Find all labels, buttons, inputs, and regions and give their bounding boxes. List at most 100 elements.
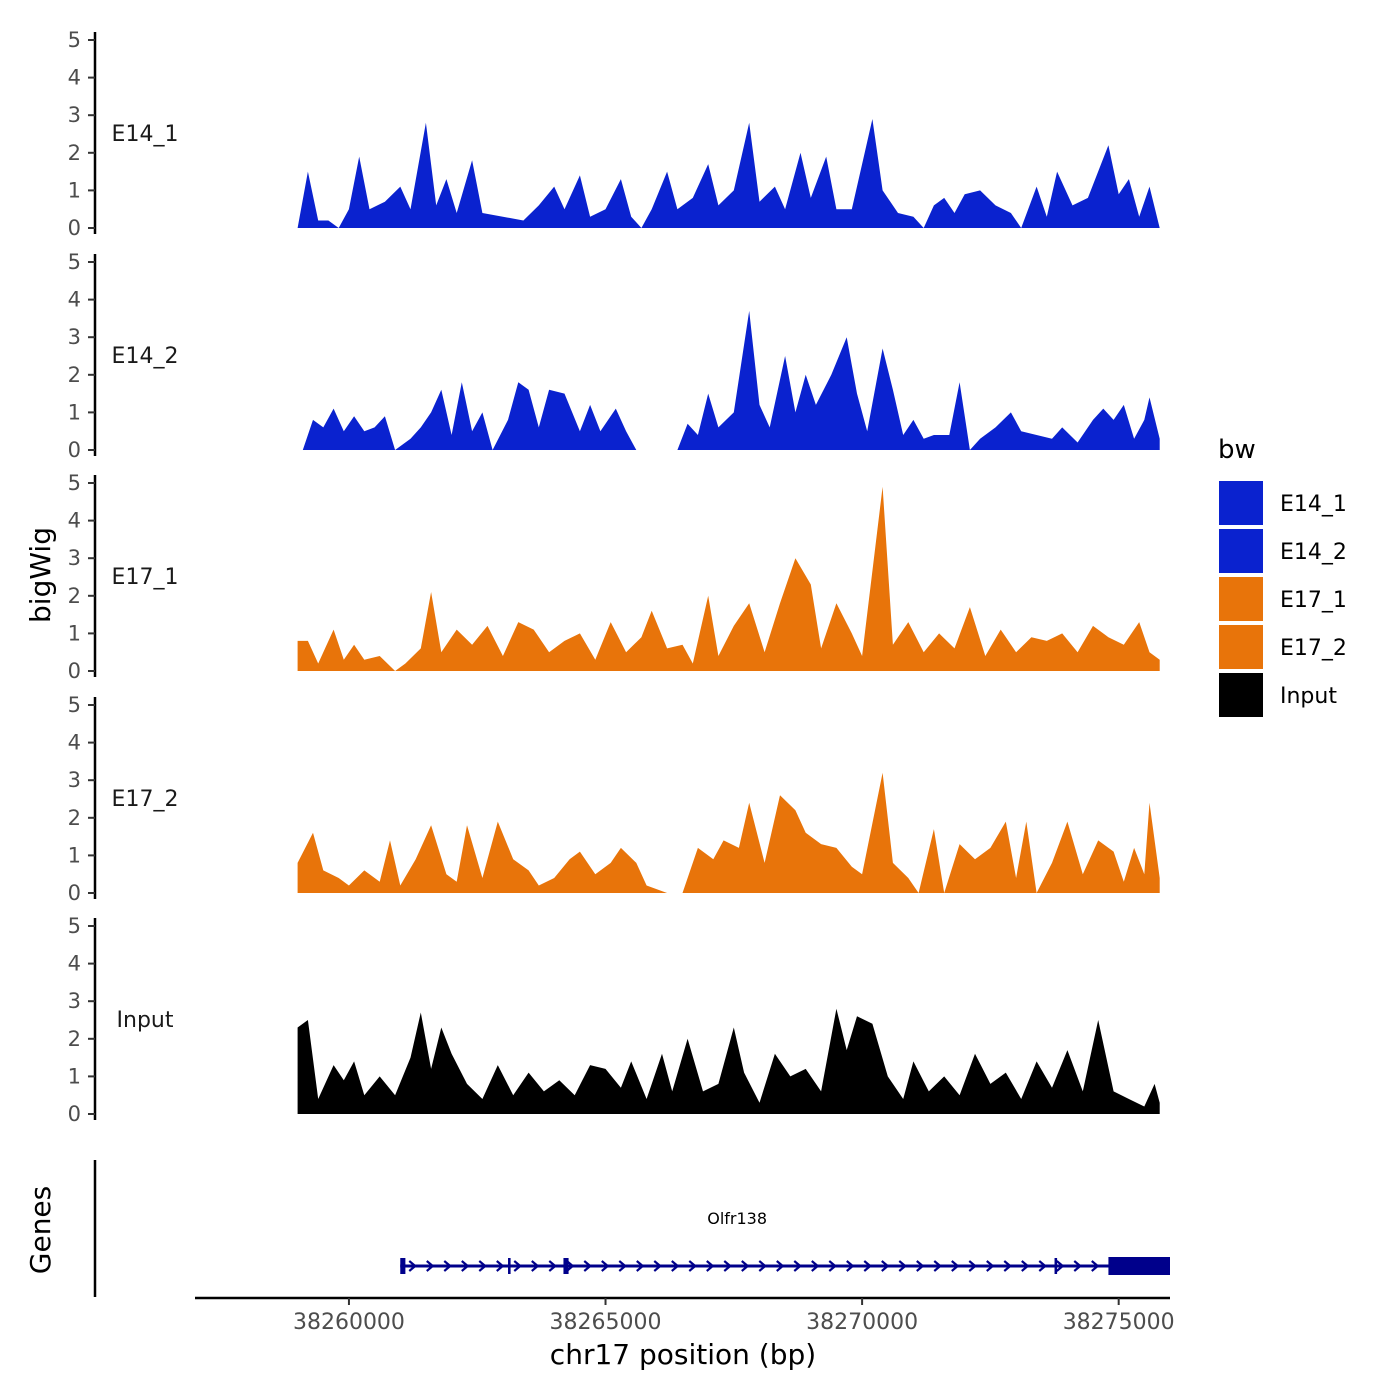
- track-label-E17_2: E17_2: [112, 787, 179, 812]
- gene-exon: [508, 1258, 511, 1274]
- y-tick-label: 5: [68, 28, 81, 52]
- area-E17_2: [297, 772, 1160, 893]
- signal-tracks: 0 1 2 3 4 5 E14_1 0 1 2 3 4 5 E14_2 0 1 2 3 4 5 E17_1 0 1 2 3 4 5 E…: [68, 28, 1160, 1126]
- strand-arrow: [881, 1260, 890, 1272]
- legend-item-Input: Input: [1217, 671, 1337, 719]
- strand-arrow: [1003, 1260, 1012, 1272]
- x-tick-label: 38260000: [293, 1310, 405, 1335]
- strand-arrow: [426, 1260, 435, 1272]
- strand-arrow: [793, 1260, 802, 1272]
- y-tick-label: 3: [68, 768, 81, 792]
- y-tick-label: 4: [68, 66, 81, 90]
- y-tick-label: 0: [68, 1102, 81, 1126]
- y-tick-label: 1: [68, 178, 81, 202]
- legend-label: Input: [1280, 684, 1337, 709]
- strand-arrow: [898, 1260, 907, 1272]
- legend-label: E17_2: [1280, 636, 1347, 661]
- y-tick-label: 3: [68, 103, 81, 127]
- genes-axis-title: Genes: [24, 1186, 57, 1274]
- genes-panel: Olfr138: [93, 1160, 1170, 1297]
- strand-arrow: [776, 1260, 785, 1272]
- track-label-E17_1: E17_1: [112, 565, 179, 590]
- track-E17_1: 0 1 2 3 4 5 E17_1: [68, 471, 1160, 683]
- x-tick-label: 38275000: [1063, 1310, 1175, 1335]
- y-tick-label: 2: [68, 141, 81, 165]
- track-label-E14_1: E14_1: [112, 122, 179, 147]
- y-tick-label: 0: [68, 881, 81, 905]
- strand-arrow: [951, 1260, 960, 1272]
- area-E14_1: [297, 119, 1160, 228]
- strand-arrow: [933, 1260, 942, 1272]
- legend-swatch: [1217, 527, 1265, 575]
- gene-name-label: Olfr138: [707, 1209, 767, 1228]
- legend-item-E17_1: E17_1: [1217, 575, 1347, 623]
- strand-arrow: [828, 1260, 837, 1272]
- x-axis-title: chr17 position (bp): [550, 1338, 816, 1371]
- strand-arrow: [531, 1260, 540, 1272]
- legend-item-E14_1: E14_1: [1217, 479, 1347, 527]
- legend-item-E17_2: E17_2: [1217, 623, 1347, 671]
- strand-arrow: [723, 1260, 732, 1272]
- area-E17_1: [297, 486, 1160, 671]
- strand-arrow: [758, 1260, 767, 1272]
- y-tick-label: 4: [68, 731, 81, 755]
- strand-arrow: [968, 1260, 977, 1272]
- strand-arrow: [916, 1260, 925, 1272]
- area-E14_2: [302, 310, 1160, 450]
- strand-arrow: [618, 1260, 627, 1272]
- strand-arrow: [846, 1260, 855, 1272]
- legend-swatch: [1217, 623, 1265, 671]
- y-tick-label: 3: [68, 989, 81, 1013]
- strand-arrow: [653, 1260, 662, 1272]
- track-E17_2: 0 1 2 3 4 5 E17_2: [68, 693, 1160, 905]
- strand-arrow: [636, 1260, 645, 1272]
- track-label-Input: Input: [117, 1008, 174, 1033]
- y-tick-label: 0: [68, 659, 81, 683]
- track-E14_2: 0 1 2 3 4 5 E14_2: [68, 250, 1160, 462]
- strand-arrow: [513, 1260, 522, 1272]
- y-tick-label: 2: [68, 584, 81, 608]
- legend-item-E14_2: E14_2: [1217, 527, 1347, 575]
- y-tick-label: 2: [68, 1027, 81, 1051]
- gene-Olfr138: Olfr138: [400, 1209, 1170, 1275]
- strand-arrow: [741, 1260, 750, 1272]
- y-tick-label: 3: [68, 546, 81, 570]
- strand-arrow: [811, 1260, 820, 1272]
- y-tick-label: 1: [68, 843, 81, 867]
- strand-arrow: [566, 1260, 575, 1272]
- legend-swatch: [1217, 671, 1265, 719]
- strand-arrow: [706, 1260, 715, 1272]
- strand-arrow: [1038, 1260, 1047, 1272]
- y-tick-label: 4: [68, 509, 81, 533]
- gene-exon: [1108, 1257, 1170, 1275]
- area-Input: [297, 1008, 1160, 1114]
- y-tick-label: 1: [68, 400, 81, 424]
- legend-title: bw: [1218, 435, 1256, 465]
- strand-arrow: [408, 1260, 417, 1272]
- legend-swatch: [1217, 479, 1265, 527]
- y-tick-label: 4: [68, 952, 81, 976]
- strand-arrow: [1021, 1260, 1030, 1272]
- y-tick-label: 3: [68, 325, 81, 349]
- y-tick-label: 5: [68, 471, 81, 495]
- strand-arrow: [1091, 1260, 1100, 1272]
- y-tick-label: 5: [68, 914, 81, 938]
- strand-arrow: [496, 1260, 505, 1272]
- x-tick-label: 38270000: [806, 1310, 918, 1335]
- legend-label: E14_1: [1280, 492, 1347, 517]
- gene-exon: [400, 1258, 406, 1274]
- y-tick-label: 5: [68, 250, 81, 274]
- strand-arrow: [461, 1260, 470, 1272]
- y-tick-label: 4: [68, 288, 81, 312]
- strand-arrow: [443, 1260, 452, 1272]
- gene-exon: [1054, 1258, 1058, 1274]
- strand-arrow: [478, 1260, 487, 1272]
- y-tick-label: 2: [68, 806, 81, 830]
- strand-arrow: [688, 1260, 697, 1272]
- x-axis: 38260000 38265000 38270000 38275000: [195, 1296, 1175, 1335]
- legend-label: E14_2: [1280, 540, 1347, 565]
- strand-arrow: [583, 1260, 592, 1272]
- y-tick-label: 1: [68, 1064, 81, 1088]
- track-label-E14_2: E14_2: [112, 344, 179, 369]
